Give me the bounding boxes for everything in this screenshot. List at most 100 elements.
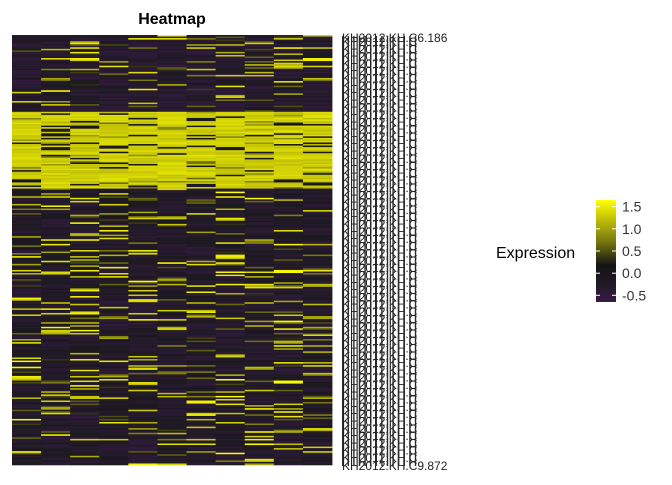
heatmap-cell [12,164,42,166]
heatmap-cell [41,265,71,268]
heatmap-cell [99,185,129,188]
heatmap-cell [12,311,42,314]
heatmap-cell [244,395,275,398]
heatmap-cell [70,136,100,139]
heatmap-cell [12,397,42,400]
heatmap-cell [128,282,158,285]
heatmap-cell [215,211,246,214]
heatmap-cell [186,131,217,134]
heatmap-cell [157,236,187,239]
heatmap-cell [128,130,158,133]
heatmap-cell [302,375,333,378]
heatmap-cell [41,334,71,337]
heatmap-cell [273,375,304,378]
heatmap-cell [128,412,158,415]
heatmap-cell [244,131,275,134]
heatmap-cell [12,435,42,438]
heatmap-cell [70,91,100,94]
heatmap-cell [41,383,71,386]
heatmap-cell [128,162,158,165]
heatmap-cell [41,236,71,239]
heatmap-cell [128,150,158,153]
heatmap-cell [273,451,304,454]
heatmap-cell [273,371,304,374]
heatmap-cell [244,164,275,166]
heatmap-cell [186,425,217,427]
heatmap-cell [215,455,246,458]
heatmap-cell [157,460,187,463]
heatmap-cell [244,38,275,40]
heatmap-cell [99,355,129,358]
heatmap-cell [186,44,217,47]
heatmap-cell [70,314,100,317]
heatmap-cell [215,197,246,200]
heatmap-cell [41,455,71,458]
heatmap-cell [41,254,71,257]
heatmap-cell [12,73,42,76]
heatmap-cell [215,257,246,260]
heatmap-cell [215,372,246,375]
heatmap-cell [273,337,304,340]
heatmap-cell [99,342,129,344]
heatmap-cell [302,392,333,395]
heatmap-cell [244,214,275,217]
heatmap-cell [99,96,129,99]
heatmap-cell [302,420,333,423]
heatmap-cell [99,171,129,174]
heatmap-cell [128,207,158,209]
heatmap-cell [273,257,304,260]
heatmap-cell [244,322,275,325]
heatmap-cell [157,217,187,220]
heatmap-cell [244,234,275,237]
heatmap-cell [99,223,129,226]
heatmap-cell [41,286,71,289]
heatmap-cell [215,116,246,119]
heatmap-cell [186,282,217,285]
heatmap-cell [157,328,187,331]
heatmap-cell [41,320,71,323]
heatmap-cell [244,213,275,215]
heatmap-cell [186,180,217,183]
heatmap-cell [302,312,333,315]
heatmap-cell [12,323,42,326]
heatmap-cell [128,259,158,262]
heatmap-cell [273,56,304,59]
heatmap-cell [99,316,129,318]
heatmap-cell [12,326,42,329]
heatmap-cell [99,296,129,298]
heatmap-cell [244,348,275,351]
heatmap-cell [273,116,304,119]
heatmap-cell [244,293,275,295]
heatmap-cell [302,53,333,56]
heatmap-cell [215,441,246,444]
heatmap-cell [70,147,100,149]
heatmap-cell [273,97,304,100]
heatmap-cell [70,225,100,228]
heatmap-cell [157,332,187,335]
heatmap-cell [244,392,275,395]
heatmap-cell [99,62,129,65]
heatmap-cell [273,233,304,235]
heatmap-cell [41,425,71,427]
heatmap-cell [186,193,217,196]
heatmap-cell [157,197,187,200]
heatmap-cell [215,205,246,208]
heatmap-cell [302,139,333,142]
heatmap-cell [99,288,129,291]
heatmap-cell [302,389,333,392]
heatmap-cell [186,168,217,171]
heatmap-cell [302,81,333,83]
heatmap-cell [70,142,100,145]
heatmap-cell [302,174,333,177]
heatmap-cell [128,107,158,110]
heatmap-cell [41,211,71,214]
heatmap-cell [302,408,333,411]
heatmap-cell [186,435,217,438]
heatmap-cell [244,165,275,168]
heatmap-cell [244,239,275,242]
heatmap-cell [273,291,304,294]
heatmap-cell [99,160,129,163]
heatmap-cell [215,305,246,308]
heatmap-cell [41,71,71,74]
heatmap-cell [244,422,275,424]
